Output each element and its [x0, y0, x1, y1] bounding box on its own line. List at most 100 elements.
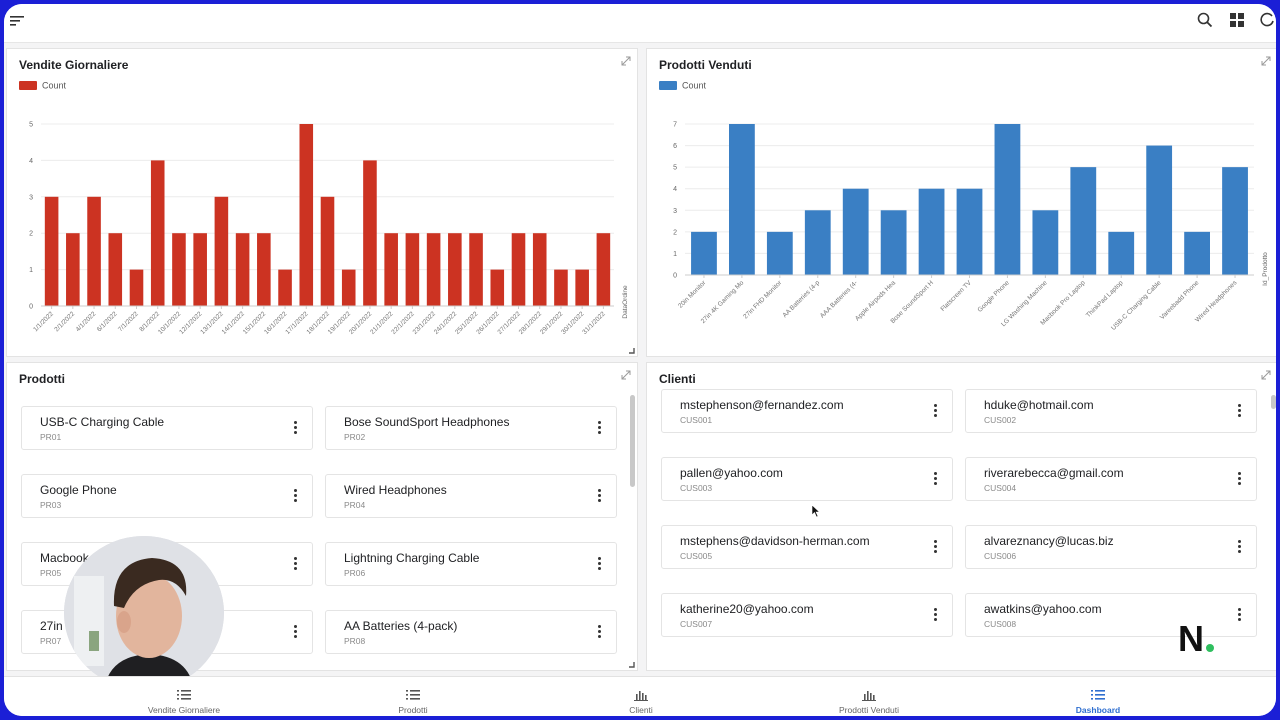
customer-card[interactable]: mstephens@davidson-herman.com CUS005	[661, 525, 953, 569]
resize-handle-icon[interactable]	[629, 348, 635, 354]
more-options-icon[interactable]	[934, 540, 938, 554]
bar[interactable]	[257, 233, 271, 306]
customer-card[interactable]: katherine20@yahoo.com CUS007	[661, 593, 953, 637]
product-card[interactable]: USB-C Charging Cable PR01	[21, 406, 313, 450]
customer-id: CUS002	[984, 415, 1017, 425]
product-card[interactable]: Lightning Charging Cable PR06	[325, 542, 617, 586]
more-options-icon[interactable]	[598, 625, 602, 639]
bar[interactable]	[1146, 145, 1173, 275]
bar[interactable]	[1070, 167, 1097, 275]
bar[interactable]	[363, 160, 377, 306]
search-icon[interactable]	[1197, 12, 1213, 28]
nav-item[interactable]: Prodotti Venduti	[759, 677, 979, 716]
more-options-icon[interactable]	[1238, 608, 1242, 622]
bar[interactable]	[729, 124, 755, 275]
bar[interactable]	[172, 233, 186, 306]
expand-icon[interactable]	[621, 56, 631, 66]
more-options-icon[interactable]	[934, 472, 938, 486]
customer-email: hduke@hotmail.com	[984, 398, 1094, 412]
product-name: 27in	[40, 619, 63, 633]
nav-item[interactable]: Prodotti	[303, 677, 523, 716]
more-options-icon[interactable]	[294, 625, 298, 639]
bar[interactable]	[691, 231, 717, 275]
nav-item[interactable]: Vendite Giornaliere	[74, 677, 294, 716]
bar[interactable]	[994, 124, 1021, 275]
bar[interactable]	[532, 233, 547, 306]
bar[interactable]	[278, 269, 292, 306]
bar[interactable]	[299, 124, 314, 306]
bar[interactable]	[1108, 231, 1135, 275]
nav-item[interactable]: Dashboard	[988, 677, 1208, 716]
product-card[interactable]: Wired Headphones PR04	[325, 474, 617, 518]
more-options-icon[interactable]	[934, 608, 938, 622]
more-options-icon[interactable]	[934, 404, 938, 418]
expand-icon[interactable]	[1261, 56, 1271, 66]
bar[interactable]	[426, 233, 441, 306]
bar-chart-icon	[634, 691, 648, 701]
scrollbar[interactable]	[630, 395, 635, 487]
bar[interactable]	[596, 233, 611, 306]
bar[interactable]	[842, 188, 869, 275]
bar[interactable]	[384, 233, 398, 306]
bar[interactable]	[235, 233, 250, 306]
bar[interactable]	[1222, 167, 1248, 275]
bar[interactable]	[108, 233, 123, 306]
bar[interactable]	[1184, 231, 1210, 275]
customer-card[interactable]: mstephenson@fernandez.com CUS001	[661, 389, 953, 433]
bar[interactable]	[341, 269, 356, 306]
product-id: PR02	[344, 432, 366, 442]
customer-card[interactable]: riverarebecca@gmail.com CUS004	[965, 457, 1257, 501]
more-options-icon[interactable]	[598, 421, 602, 435]
bar[interactable]	[214, 196, 229, 306]
bar[interactable]	[1032, 210, 1059, 275]
more-options-icon[interactable]	[1238, 472, 1242, 486]
bar[interactable]	[880, 210, 907, 275]
more-options-icon[interactable]	[1238, 540, 1242, 554]
resize-handle-icon[interactable]	[629, 662, 635, 668]
bar[interactable]	[490, 269, 505, 306]
product-name: USB-C Charging Cable	[40, 415, 165, 429]
bar[interactable]	[150, 160, 165, 306]
logo-letter: N	[1178, 618, 1204, 658]
customer-email: riverarebecca@gmail.com	[984, 466, 1124, 480]
nav-label: Prodotti	[398, 705, 428, 715]
list-icon	[1091, 690, 1105, 700]
bar[interactable]	[193, 233, 207, 306]
scrollbar[interactable]	[1271, 395, 1276, 409]
x-tick-label: Google Phone	[977, 279, 1012, 314]
bar[interactable]	[87, 196, 101, 306]
bar[interactable]	[575, 269, 589, 306]
expand-icon[interactable]	[621, 370, 631, 380]
customer-card[interactable]: pallen@yahoo.com CUS003	[661, 457, 953, 501]
bar[interactable]	[511, 233, 526, 306]
more-options-icon[interactable]	[1238, 404, 1242, 418]
menu-icon[interactable]	[10, 14, 26, 28]
nav-item[interactable]: Clienti	[531, 677, 751, 716]
bar[interactable]	[448, 233, 462, 306]
grid-icon[interactable]	[1229, 12, 1245, 28]
bar[interactable]	[320, 196, 335, 306]
more-options-icon[interactable]	[598, 489, 602, 503]
more-options-icon[interactable]	[598, 557, 602, 571]
bar[interactable]	[469, 233, 483, 306]
customer-card[interactable]: hduke@hotmail.com CUS002	[965, 389, 1257, 433]
more-options-icon[interactable]	[294, 557, 298, 571]
bar[interactable]	[804, 210, 831, 275]
expand-icon[interactable]	[1261, 370, 1271, 380]
more-options-icon[interactable]	[294, 421, 298, 435]
refresh-icon[interactable]	[1260, 12, 1274, 28]
product-card[interactable]: AA Batteries (4-pack) PR08	[325, 610, 617, 654]
customer-card[interactable]: alvareznancy@lucas.biz CUS006	[965, 525, 1257, 569]
bar[interactable]	[44, 196, 59, 306]
bar[interactable]	[405, 233, 420, 306]
more-options-icon[interactable]	[294, 489, 298, 503]
bar[interactable]	[918, 188, 945, 275]
bar[interactable]	[766, 231, 793, 275]
bar[interactable]	[554, 269, 568, 306]
product-card[interactable]: Google Phone PR03	[21, 474, 313, 518]
customer-card[interactable]: awatkins@yahoo.com CUS008	[965, 593, 1257, 637]
bar[interactable]	[956, 188, 983, 275]
bar[interactable]	[129, 269, 144, 306]
product-card[interactable]: Bose SoundSport Headphones PR02	[325, 406, 617, 450]
bar[interactable]	[66, 233, 80, 306]
